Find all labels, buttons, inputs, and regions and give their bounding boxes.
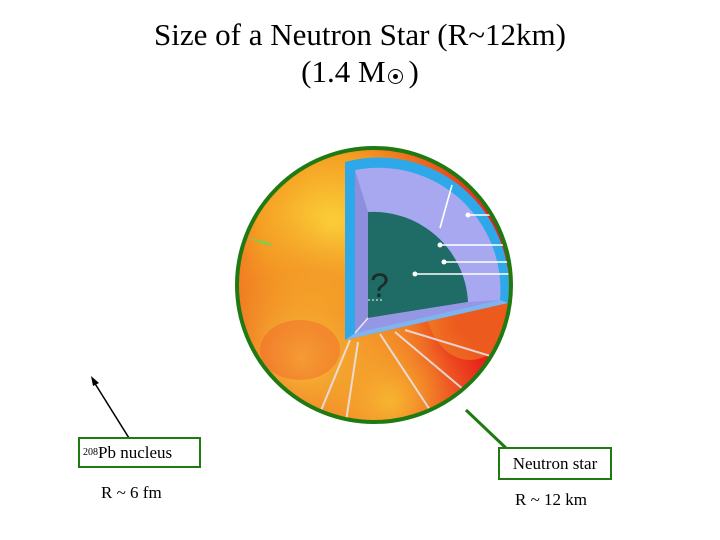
neutron-star-text: Neutron star [512,453,598,473]
pb-radius-text: R ~ 6 fm [101,483,162,502]
pointer-dots [412,212,471,277]
title-mass-prefix: (1.4 M [301,54,386,89]
title-line-1: Size of a Neutron Star (R~12km) [154,17,566,52]
surface-glint [248,238,272,246]
star-label-connector [464,408,509,451]
pb-mass-number: 208 [83,447,98,458]
cutaway-layers [345,157,509,340]
ns-radius-text: R ~ 12 km [515,490,588,509]
title-mass-suffix: ) [408,54,419,89]
title-line-2: (1.4 M) [0,53,720,90]
nucleus-pointer-arrow [93,381,130,439]
core-question-mark: ? [370,267,389,305]
solar-mass-icon [387,69,403,84]
slide-title: Size of a Neutron Star (R~12km) (1.4 M) [0,16,720,90]
star-surface [237,148,511,422]
pb-nucleus-text: Pb nucleus [98,442,173,462]
pb-nucleus-label: 208 Pb nucleus [78,437,201,468]
star-outline [235,146,513,424]
arrow-head-icon [91,376,99,386]
neutron-star-label: Neutron star [498,447,612,480]
